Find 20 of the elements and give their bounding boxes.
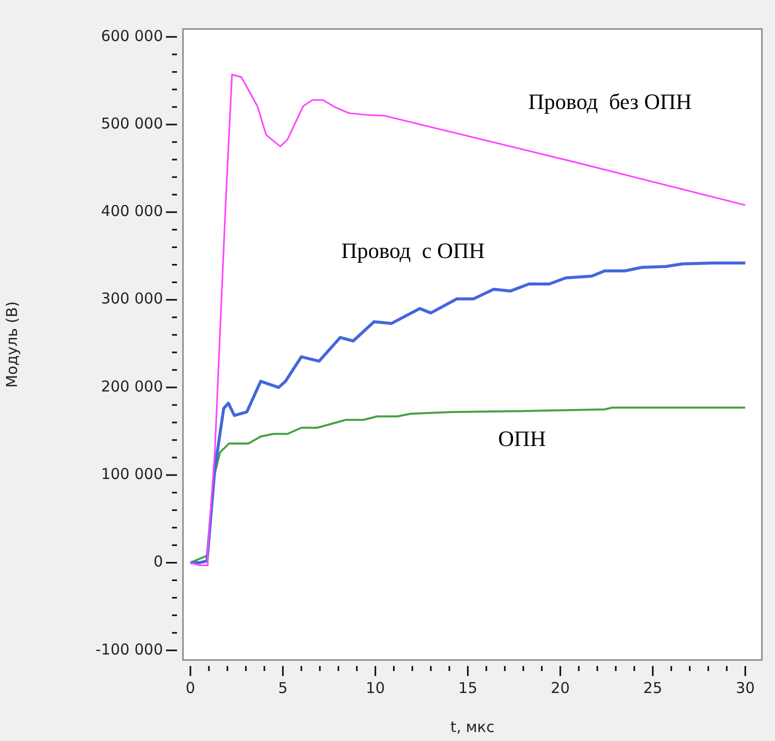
series-label: ОПН	[498, 426, 546, 451]
y-tick-label: 300 000	[100, 290, 163, 308]
y-tick-label: 100 000	[100, 464, 163, 483]
y-tick-label: 0	[153, 552, 163, 571]
y-tick-label: 500 000	[100, 114, 163, 132]
series-label: Провод без ОПН	[528, 88, 692, 114]
series-label: Провод с ОПН	[341, 238, 485, 263]
y-tick-label: 200 000	[100, 377, 163, 396]
x-tick-label: 5	[278, 678, 288, 697]
x-tick-label: 0	[186, 678, 196, 697]
y-tick-label: 400 000	[100, 202, 163, 220]
y-tick-label: 600 000	[100, 26, 163, 45]
x-tick-label: 30	[736, 678, 755, 697]
x-axis-title: t, мкс	[450, 718, 494, 736]
y-axis-title: Модуль (В)	[2, 301, 21, 388]
y-tick-label: -100 000	[96, 640, 163, 658]
x-tick-label: 20	[550, 678, 570, 697]
x-tick-label: 15	[458, 678, 478, 697]
x-tick-label: 10	[366, 678, 385, 697]
x-tick-label: 25	[643, 678, 662, 697]
